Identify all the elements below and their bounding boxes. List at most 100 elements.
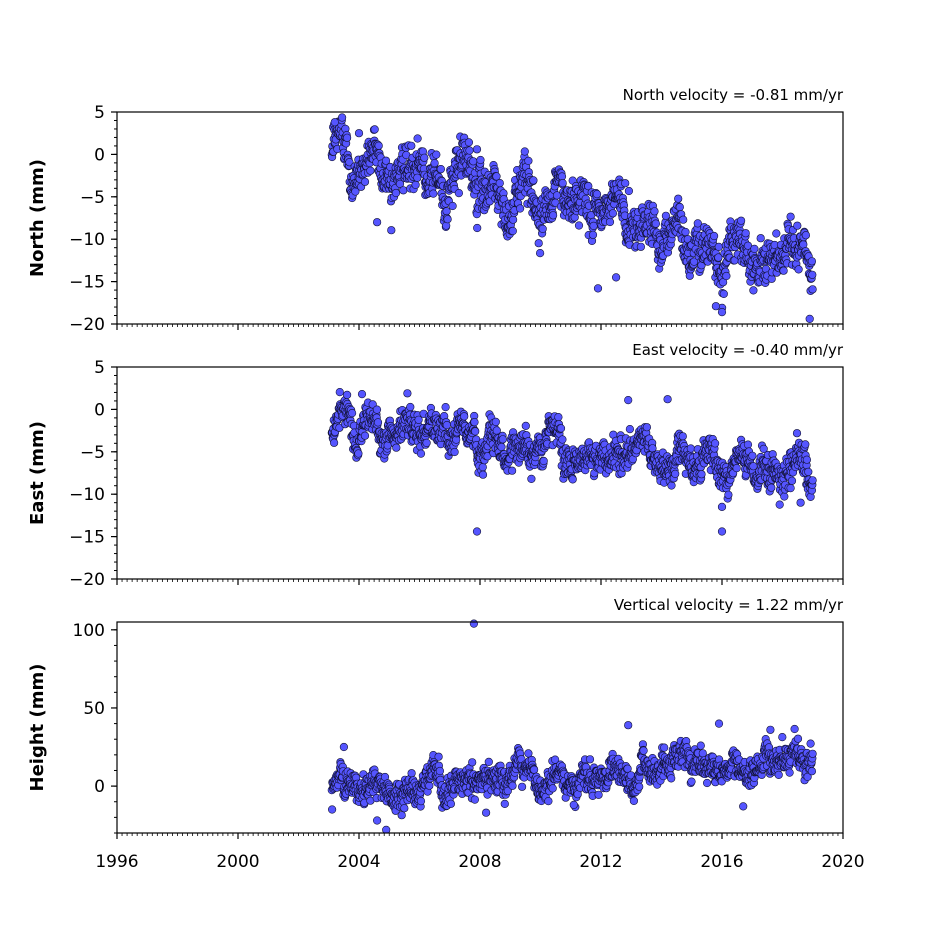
data-point [374, 141, 383, 150]
data-point [660, 743, 669, 752]
data-point [568, 475, 577, 484]
data-point [473, 223, 482, 233]
data-point [446, 799, 456, 808]
data-point [414, 415, 423, 424]
data-point [495, 179, 504, 188]
data-point [330, 118, 339, 127]
panel-2: 5 0 −5 −10 −15 −20 East (mm) East velocity = -0… [27, 341, 844, 590]
data-point [593, 284, 603, 293]
y-tick-label: −5 [80, 443, 105, 463]
data-point [790, 724, 799, 734]
data-point [442, 421, 452, 430]
data-point [681, 227, 690, 237]
data-point [524, 156, 533, 165]
data-point [722, 271, 731, 281]
data-point [678, 432, 687, 441]
data-point [400, 804, 409, 813]
data-point [435, 766, 445, 776]
data-point [484, 757, 493, 767]
data-point [534, 239, 543, 248]
data-point [403, 389, 412, 398]
data-point [594, 790, 603, 799]
data-point [808, 285, 817, 294]
data-point [381, 156, 391, 165]
data-point [696, 741, 705, 750]
data-point [804, 467, 813, 477]
data-point [436, 165, 446, 174]
data-point [741, 229, 750, 238]
data-point [779, 266, 788, 275]
data-point [667, 774, 676, 783]
data-point [711, 302, 721, 311]
data-point [538, 224, 547, 233]
x-tick-label: 2000 [216, 852, 259, 872]
data-point [663, 395, 672, 404]
data-point [539, 456, 548, 466]
y-tick-label: −20 [69, 570, 105, 590]
data-point [460, 412, 469, 421]
data-point [687, 777, 696, 786]
data-point [748, 451, 757, 460]
y-tick-label: −10 [69, 485, 105, 505]
data-point [470, 418, 479, 427]
data-point [387, 226, 396, 235]
data-point [675, 203, 684, 212]
data-point [442, 207, 451, 216]
axes-frame [116, 111, 844, 325]
data-point [743, 241, 753, 250]
data-point [709, 231, 719, 241]
data-point [425, 781, 434, 790]
data-point [558, 179, 567, 188]
y-tick-label: 5 [94, 358, 105, 378]
data-point [465, 146, 474, 155]
data-point [625, 425, 635, 434]
data-point [766, 725, 775, 734]
data-point [416, 449, 426, 458]
data-point [411, 180, 420, 189]
data-point [407, 769, 416, 778]
data-point [508, 226, 517, 236]
data-point [515, 204, 525, 213]
data-point [548, 211, 558, 220]
data-point [429, 189, 438, 198]
data-point [420, 153, 429, 162]
data-point [719, 289, 728, 299]
data-point [370, 125, 379, 134]
data-point [801, 440, 810, 449]
data-point [416, 796, 426, 806]
y-axis-label: North (mm) [27, 159, 48, 277]
data-point [724, 490, 733, 499]
data-point [471, 427, 480, 436]
data-point [661, 211, 671, 220]
data-point [592, 190, 602, 199]
data-point [667, 481, 676, 490]
y-axis-label: East (mm) [27, 421, 48, 525]
data-point [808, 270, 817, 279]
data-point [807, 257, 817, 266]
data-point [808, 749, 817, 758]
data-point [548, 784, 557, 793]
data-point [413, 134, 422, 143]
data-point [714, 719, 724, 728]
data-points [327, 113, 817, 324]
data-point [500, 799, 509, 809]
data-point [454, 189, 464, 198]
data-point [406, 402, 415, 412]
data-point [759, 444, 768, 454]
x-tick-label: 2020 [821, 852, 864, 872]
y-tick-label: 5 [94, 103, 105, 123]
data-point [498, 435, 507, 444]
data-point [714, 253, 723, 262]
data-point [750, 244, 759, 253]
y-tick-label: 0 [94, 777, 105, 797]
data-point [774, 770, 783, 780]
data-point [492, 172, 501, 181]
y-tick-label: 0 [94, 145, 105, 165]
data-point [693, 219, 702, 228]
data-point [508, 781, 517, 790]
data-point [469, 157, 478, 166]
panel-1: 5 0 −5 −10 −15 −20 North (mm) North velocity = … [27, 86, 844, 335]
data-point [552, 191, 562, 200]
data-point [328, 805, 337, 814]
